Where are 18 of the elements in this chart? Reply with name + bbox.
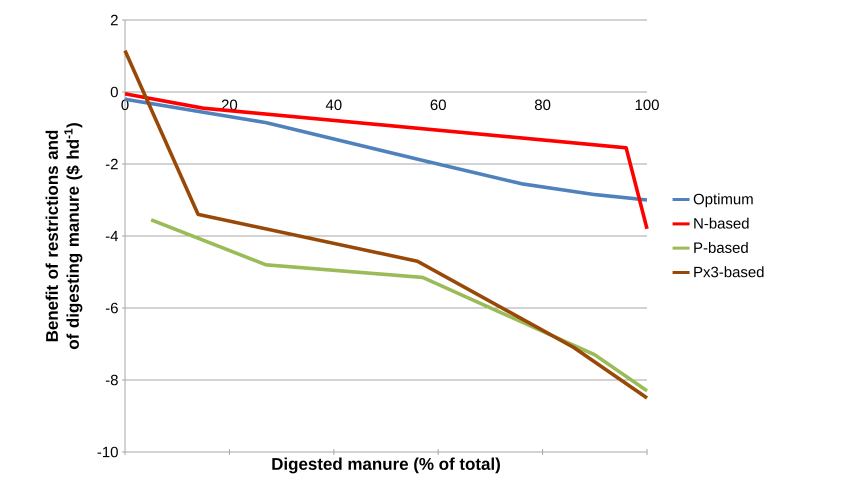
x-tick-label: 40 <box>326 100 342 110</box>
legend-label: N-based <box>694 218 749 229</box>
y-tick-label: -2 <box>106 158 118 170</box>
x-tick-label: 80 <box>534 100 550 110</box>
y-tick-label: 0 <box>110 86 118 98</box>
legend-label: P-based <box>694 242 748 253</box>
y-tick-label: -8 <box>106 374 118 386</box>
y-tick-label: -4 <box>106 230 118 242</box>
x-tick-label: 100 <box>636 100 659 110</box>
y-tick-label: -10 <box>98 446 118 458</box>
y-tick-label: -6 <box>106 302 118 314</box>
line-series <box>149 218 649 393</box>
y-axis-title: Benefit of restrictions and of digesting manure ($ hd$^{-1}$) <box>46 123 82 350</box>
legend-label: Optimum <box>694 193 753 208</box>
x-tick-label: 60 <box>430 100 446 110</box>
y-tick-label: 2 <box>110 14 118 26</box>
legend-label: Px3-based <box>694 266 764 278</box>
x-axis-title: Digested manure (% of total) <box>272 458 500 474</box>
